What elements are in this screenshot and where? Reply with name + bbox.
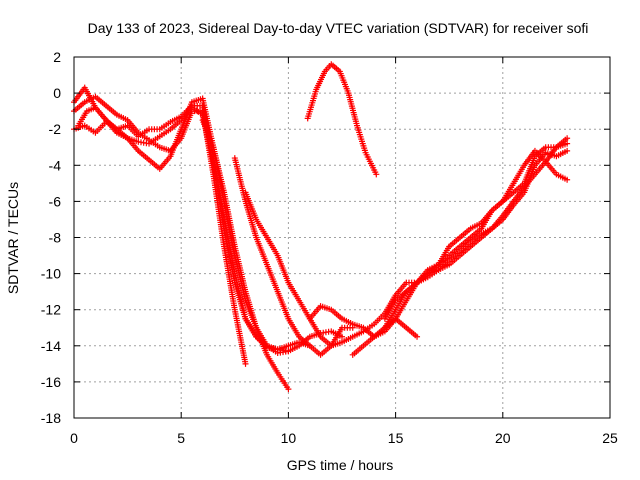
y-axis-label: SDTVAR / TECUs (5, 182, 21, 294)
y-tick-label: -6 (49, 193, 62, 209)
series-arc-10 (381, 147, 571, 322)
series-arc-5 (199, 117, 292, 393)
data-point (242, 360, 249, 367)
data-point (414, 333, 421, 340)
x-tick-label: 10 (281, 430, 297, 446)
x-tick-label: 20 (495, 430, 511, 446)
data-point (564, 147, 571, 154)
y-tick-label: -2 (49, 121, 62, 137)
grid (74, 57, 610, 418)
y-tick-label: 0 (53, 85, 61, 101)
data-point (373, 171, 380, 178)
series-arc-4 (71, 93, 249, 367)
series-arc-6 (231, 155, 356, 358)
series-arc-3 (75, 104, 345, 357)
data-point (339, 333, 345, 340)
y-tick-label: -14 (41, 338, 61, 354)
data-point (285, 386, 292, 393)
y-axis-ticks: 2 0 -2 -4 -6 -8 -10 -12 -14 -16 -18 (41, 49, 610, 426)
y-tick-label: -16 (41, 374, 61, 390)
x-tick-label: 15 (388, 430, 404, 446)
chart-title: Day 133 of 2023, Sidereal Day-to-day VTE… (88, 20, 589, 36)
y-tick-label: -4 (49, 157, 62, 173)
data-point (564, 140, 571, 147)
y-tick-label: -18 (41, 410, 61, 426)
series-arc-12 (304, 61, 380, 178)
x-tick-label: 5 (177, 430, 185, 446)
series-arc-11 (381, 315, 421, 340)
y-tick-label: -10 (41, 266, 61, 282)
x-axis-label: GPS time / hours (287, 457, 394, 473)
x-tick-label: 0 (70, 430, 78, 446)
y-tick-label: -12 (41, 302, 61, 318)
y-tick-label: -8 (49, 230, 62, 246)
x-axis-ticks: 0 5 10 15 20 25 (70, 57, 618, 446)
data-point (564, 176, 571, 183)
data-points (71, 61, 571, 393)
x-tick-label: 25 (602, 430, 618, 446)
data-point (564, 135, 571, 142)
y-tick-label: 2 (53, 49, 61, 65)
